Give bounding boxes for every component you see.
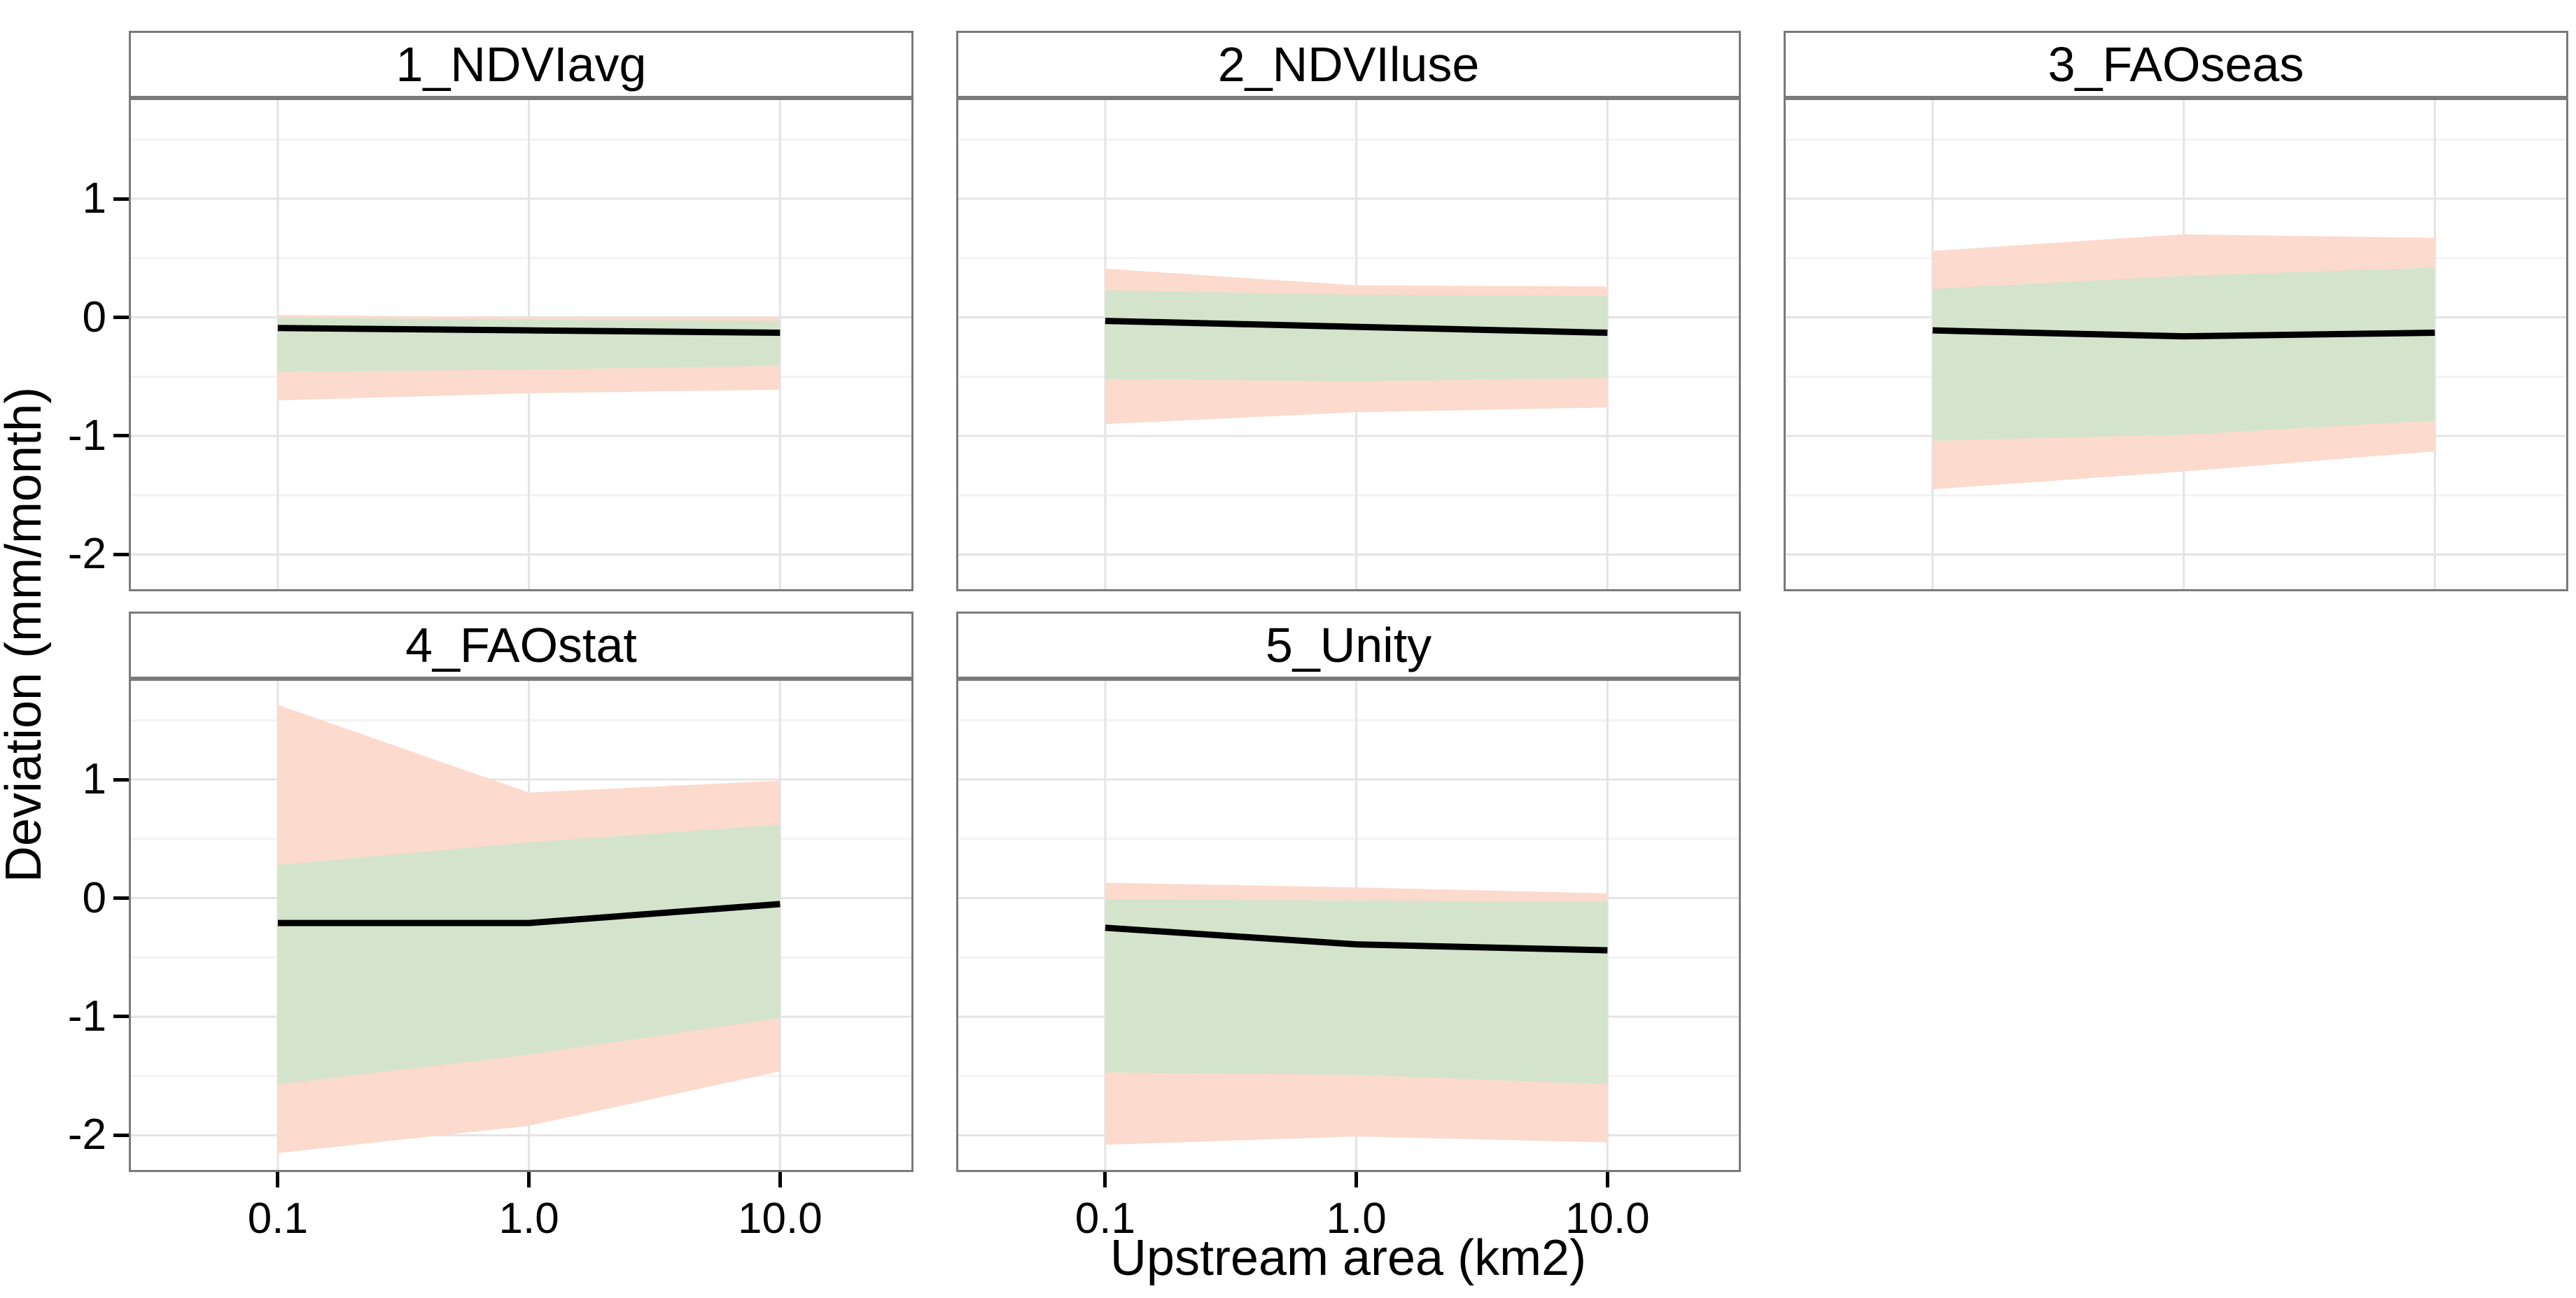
facet-title: 4_FAOstat [405, 618, 637, 672]
y-tick-mark [113, 896, 129, 901]
facet-strip: 5_Unity [956, 612, 1741, 679]
inner-ribbon [1105, 899, 1608, 1085]
median-line [277, 325, 780, 337]
facet-title: 1_NDVIavg [396, 37, 647, 92]
y-tick-mark [113, 434, 129, 438]
inner-ribbon [277, 824, 780, 1085]
x-tick-mark [778, 1172, 782, 1187]
y-tick-mark [113, 1133, 129, 1137]
facet-strip: 3_FAOseas [1784, 31, 2568, 98]
facet-plot [129, 679, 913, 1172]
panel-border [129, 98, 913, 591]
x-tick-mark [1605, 1172, 1609, 1187]
y-tick-label: 1 [82, 755, 106, 804]
x-tick-mark [1354, 1172, 1359, 1187]
facet-plot [956, 98, 1741, 591]
y-tick-label: -2 [67, 530, 106, 579]
facet-title: 5_Unity [1265, 618, 1432, 672]
facet-title: 3_FAOseas [2047, 37, 2304, 92]
x-tick-label: 1.0 [1326, 1194, 1387, 1243]
facet-strip: 2_NDVIluse [956, 31, 1741, 98]
median-line [1105, 318, 1608, 337]
facet-strip: 1_NDVIavg [129, 31, 913, 98]
facet-title: 2_NDVIluse [1217, 37, 1480, 92]
x-tick-label: 10.0 [1565, 1194, 1650, 1243]
y-tick-mark [113, 1015, 129, 1019]
y-tick-label: 0 [82, 292, 106, 341]
y-tick-label: 1 [82, 174, 106, 223]
y-tick-label: -1 [67, 411, 106, 460]
y-axis-title: Deviation (mm/month) [0, 387, 52, 882]
x-tick-label: 1.0 [498, 1194, 559, 1243]
x-tick-mark [527, 1172, 531, 1187]
y-tick-mark [113, 197, 129, 201]
x-tick-label: 0.1 [1074, 1194, 1135, 1243]
median-line [1105, 924, 1608, 954]
facet-strip: 4_FAOstat [129, 612, 913, 679]
facet-plot [1784, 98, 2568, 591]
inner-ribbon [277, 317, 780, 372]
panel-border [129, 679, 913, 1172]
facet-plot [956, 679, 1741, 1172]
panel-border [1784, 98, 2568, 591]
y-tick-mark [113, 777, 129, 782]
x-tick-mark [1103, 1172, 1107, 1187]
panel-border [956, 98, 1741, 591]
x-tick-label: 0.1 [247, 1194, 308, 1243]
y-tick-label: -1 [67, 992, 106, 1040]
y-tick-label: -2 [67, 1110, 106, 1159]
panel-border [956, 679, 1741, 1172]
inner-ribbon [1105, 290, 1608, 382]
facet-plot [129, 98, 913, 591]
inner-ribbon [1932, 267, 2435, 441]
x-tick-label: 10.0 [738, 1194, 822, 1243]
median-line [277, 901, 780, 926]
x-tick-mark [276, 1172, 280, 1187]
median-line [1932, 327, 2435, 340]
y-tick-mark [113, 316, 129, 320]
y-tick-label: 0 [82, 873, 106, 922]
y-tick-mark [113, 552, 129, 556]
